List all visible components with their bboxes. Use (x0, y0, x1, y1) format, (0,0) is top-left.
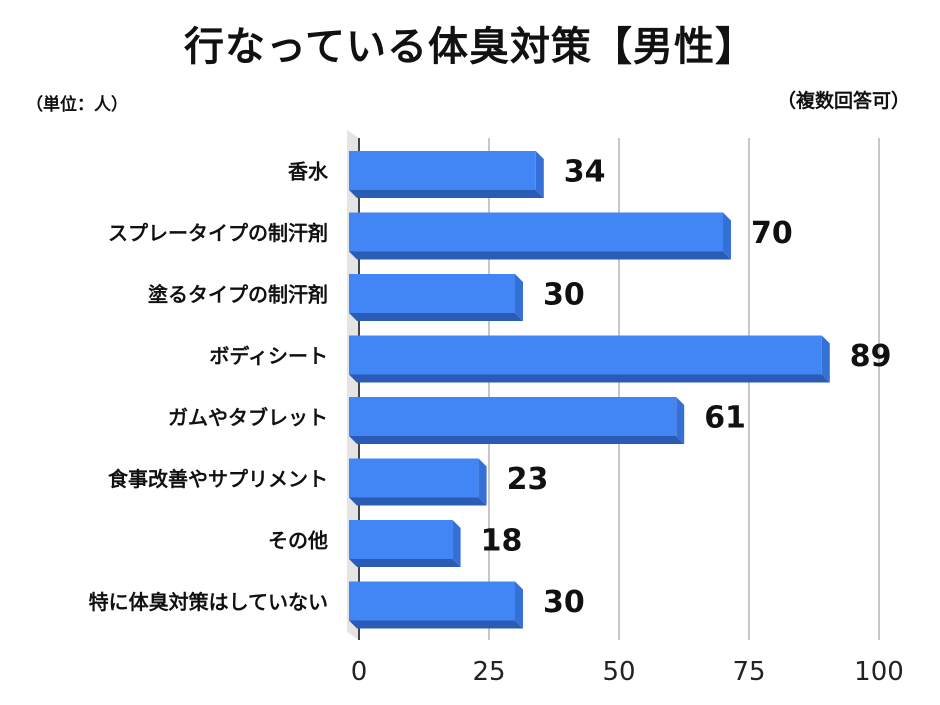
bar-side (452, 520, 461, 567)
bar-shadow (349, 190, 544, 198)
unit-note: （単位：人） (26, 95, 128, 115)
multiple-answer-note: （複数回答可） (776, 90, 910, 112)
bar-shadow (349, 374, 830, 383)
chart-title: 行なっている体臭対策【男性】 (184, 24, 756, 70)
bar-shadow (349, 313, 523, 321)
category-label: 特に体臭対策はしていない (89, 590, 328, 614)
x-tick-label: 25 (472, 657, 505, 687)
x-tick-label: 50 (602, 657, 635, 687)
value-label: 30 (543, 585, 585, 620)
bar (349, 397, 677, 436)
value-label: 70 (751, 216, 793, 251)
bar-side (821, 335, 830, 383)
bar (349, 335, 822, 375)
x-tick-label: 100 (854, 657, 904, 687)
bar (349, 212, 723, 252)
category-label: 塗るタイプの制汗剤 (148, 283, 328, 307)
value-label: 61 (704, 401, 746, 436)
bar (349, 458, 479, 498)
x-tick-label: 75 (732, 657, 765, 687)
bar-side (515, 274, 523, 321)
bar-side (515, 581, 523, 629)
bar (349, 151, 536, 190)
category-label: ガムやタブレット (168, 406, 328, 430)
bar-shadow (349, 436, 685, 444)
bar (349, 581, 515, 621)
category-label: スプレータイプの制汗剤 (108, 221, 328, 245)
bar-shadow (349, 559, 461, 567)
bar-shadow (349, 251, 731, 260)
category-label: ボディシート (209, 344, 328, 368)
bar-shadow (349, 497, 487, 506)
bar-side (676, 397, 685, 444)
category-label: 食事改善やサプリメント (108, 467, 328, 491)
bar-side (478, 458, 487, 506)
value-label: 34 (564, 155, 606, 190)
value-label: 23 (507, 462, 549, 497)
value-label: 18 (481, 524, 523, 559)
category-label: その他 (268, 529, 328, 553)
value-label: 89 (850, 339, 892, 374)
bar (349, 274, 515, 313)
x-tick-label: 0 (351, 657, 368, 687)
bar-shadow (349, 620, 523, 629)
bar-side (723, 212, 731, 260)
value-label: 30 (543, 278, 585, 313)
bar-side (535, 151, 544, 198)
bar (349, 520, 453, 559)
category-label: 香水 (288, 160, 329, 184)
